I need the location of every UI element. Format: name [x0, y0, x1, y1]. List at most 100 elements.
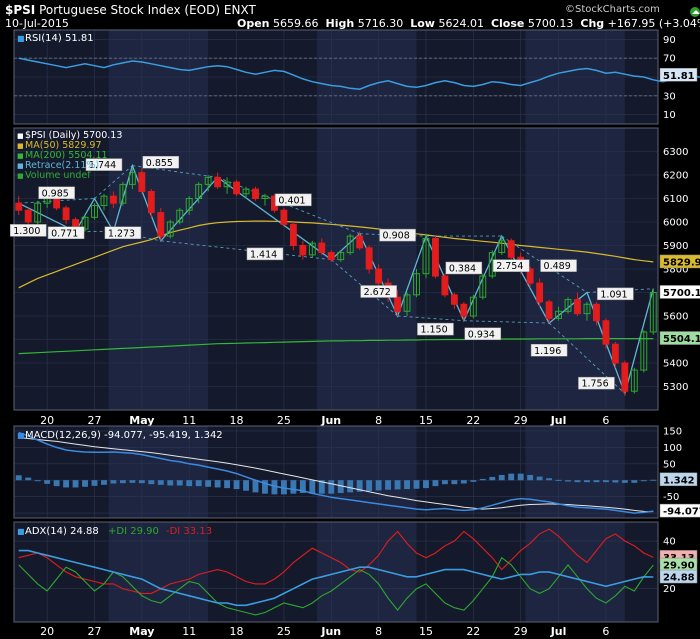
retrace-annotation-box	[445, 261, 483, 275]
candle-body	[460, 303, 468, 317]
macd-histogram-bar	[271, 480, 278, 495]
stockcharts-logo-icon	[690, 7, 700, 17]
price-legend-item: MA(50) 5829.97	[25, 140, 102, 151]
candle-body	[640, 331, 648, 371]
candle-body	[308, 242, 316, 256]
retrace-connector	[217, 176, 360, 235]
close-value: 5700.13	[527, 17, 574, 30]
x-tick-label: Jul	[550, 414, 567, 427]
macd-histogram-bar	[621, 480, 628, 483]
x-tick-label: 15	[419, 414, 433, 427]
candle-body	[545, 301, 553, 319]
macd-histogram-bar	[309, 480, 316, 494]
candle-body	[233, 181, 240, 195]
retrace-annotation-box	[379, 228, 416, 242]
price-legend-swatch: ■	[17, 142, 24, 150]
macd-histogram-bar	[640, 480, 647, 482]
shaded-week-band	[108, 426, 209, 518]
retrace-annotation-box	[246, 247, 284, 261]
shaded-week-band	[317, 426, 417, 518]
retrace-annotation: 1.756	[581, 379, 608, 390]
macd-histogram-bar	[347, 480, 354, 493]
retrace-annotation: 0.855	[146, 158, 173, 169]
plus-di-legend: +DI 29.90	[108, 526, 159, 537]
candle-body	[157, 212, 165, 237]
candle-body	[498, 240, 506, 254]
macd-histogram-bar	[129, 480, 136, 483]
retrace-annotation-box	[9, 224, 47, 237]
candle-body	[166, 221, 174, 237]
rsi-tick-label: 10	[663, 110, 676, 121]
macd-histogram-bar	[195, 480, 202, 487]
rsi-last-value: 51.81	[663, 71, 695, 82]
macd-histogram-bar	[224, 480, 231, 489]
candle-body	[564, 299, 572, 312]
macd-histogram-bar	[205, 480, 212, 487]
candle-body	[356, 235, 364, 249]
macd-histogram-bar	[479, 478, 486, 481]
macd-histogram-bar	[138, 480, 145, 484]
high-value: 5716.30	[357, 17, 404, 30]
price-legend-item: Retrace(2.11%)	[25, 160, 99, 171]
retrace-connector	[586, 288, 654, 293]
macd-legend: MACD(12,26,9) -94.077, -95.419, 1.342	[25, 430, 223, 441]
shaded-week-band	[108, 522, 209, 622]
price-last-value-box	[659, 285, 700, 299]
retrace-annotation: 1.196	[534, 346, 561, 357]
macd-histogram-bar	[337, 480, 344, 494]
macd-histogram-bar	[612, 480, 619, 483]
price-tick-label: 6100	[663, 194, 688, 205]
plus-di-last-value: 29.90	[663, 561, 695, 572]
retrace-annotation-box	[85, 158, 123, 171]
price-border	[13, 127, 659, 411]
price-legend-swatch: ■	[17, 152, 24, 160]
macd-hist-last-value: 1.342	[663, 475, 695, 486]
ma50-last-value-box	[659, 254, 700, 269]
price-tick-label: 5600	[663, 312, 688, 323]
macd-histogram-bar	[527, 474, 534, 481]
candle-body	[536, 282, 544, 303]
macd-tick-label: 50	[663, 459, 676, 470]
adx-line	[18, 549, 654, 607]
macd-histogram-bar	[555, 479, 562, 481]
candle-body	[611, 343, 619, 364]
candle-body	[593, 303, 600, 322]
rsi-border	[13, 29, 659, 125]
x-tick-label: 20	[40, 414, 54, 427]
macd-histogram-bar	[82, 480, 88, 487]
chart-header: $PSI Portuguese Stock Index (EOD) ENXT	[5, 3, 256, 17]
retrace-annotation-box	[530, 344, 568, 357]
macd-histogram-bar	[536, 476, 543, 481]
x-tick-label: May	[129, 414, 154, 427]
change-label: Chg	[580, 17, 605, 30]
candle-body	[176, 209, 184, 223]
macd-histogram-bar	[574, 480, 581, 483]
x-tick-label: Jun	[320, 414, 341, 427]
retrace-annotation-box	[464, 327, 502, 341]
macd-histogram-bar	[584, 480, 590, 483]
macd-histogram-bar	[262, 480, 268, 494]
candle-body	[649, 292, 657, 333]
macd-histogram-bar	[34, 480, 41, 482]
plus-di-line	[18, 556, 654, 616]
ma200-line	[18, 338, 654, 355]
ma50-last-value: 5829.97	[663, 257, 700, 268]
candle-body	[413, 273, 420, 296]
macd-histogram-bar	[233, 480, 240, 490]
x-tick-label: 27	[88, 414, 102, 427]
adx-last-value: 24.88	[663, 573, 695, 584]
rsi-legend-swatch: ■	[17, 34, 25, 43]
candle-body	[81, 216, 89, 230]
macd-histogram-bar	[280, 480, 287, 495]
macd-histogram-bar	[470, 480, 477, 482]
candle-body	[337, 252, 345, 261]
macd-tick-label: 150	[663, 426, 682, 437]
retrace-annotation: 1.744	[89, 160, 116, 171]
candle-body	[583, 303, 591, 315]
retrace-annotation-box	[540, 259, 577, 272]
shaded-week-band	[525, 426, 625, 518]
macd-histogram-bar	[413, 480, 420, 489]
price-tick-label: 6000	[663, 218, 688, 229]
price-legend-swatch: ■	[17, 162, 24, 170]
candle-body	[223, 181, 231, 188]
